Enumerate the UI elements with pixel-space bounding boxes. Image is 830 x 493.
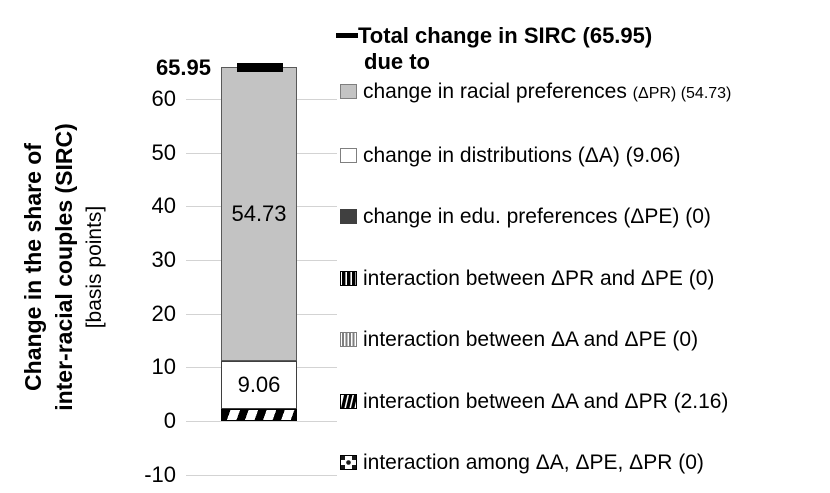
legend-item-edu-preferences: change in edu. preferences (ΔPE) (0) bbox=[0, 204, 830, 230]
total-change-marker bbox=[237, 63, 283, 72]
a-value-label: 9.06 bbox=[237, 372, 281, 397]
legend-item-label: interaction among ΔA, ΔPE, ΔPR (0) bbox=[363, 451, 704, 474]
legend-item-distributions: change in distributions (ΔA) (9.06) bbox=[0, 143, 830, 169]
legend-item-label: interaction between ΔA and ΔPR (2.16) bbox=[363, 390, 729, 413]
darkgray-square-icon bbox=[340, 209, 357, 224]
total-line-legend-key bbox=[336, 33, 358, 38]
tick-label-40: 40 bbox=[151, 193, 176, 218]
bar-segment-distributions bbox=[221, 361, 297, 409]
vertical-black-stripes-icon bbox=[340, 271, 357, 286]
legend-item-racial-preferences: change in racial preferences (ΔPR) (54.7… bbox=[0, 79, 830, 105]
bar-segment-racial-preferences bbox=[221, 67, 297, 361]
tick-label-30: 30 bbox=[151, 247, 176, 272]
legend-item-label: interaction between ΔA and ΔPE (0) bbox=[363, 328, 699, 351]
legend-title-line2: due to bbox=[364, 49, 430, 74]
legend-item-interaction-a-pr: interaction between ΔA and ΔPR (2.16) bbox=[0, 389, 830, 415]
legend-item-label: change in racial preferences (ΔPR) (54.7… bbox=[363, 80, 732, 103]
legend-title-line1: Total change in SIRC (65.95) bbox=[358, 23, 653, 48]
tick-label-0: 0 bbox=[163, 408, 176, 433]
tick-label-60: 60 bbox=[151, 86, 176, 111]
pr-value-label: 54.73 bbox=[231, 201, 287, 226]
gridline-neg10 bbox=[186, 475, 337, 476]
tick-label-20: 20 bbox=[151, 301, 176, 326]
legend-item-label: change in edu. preferences (ΔPE) (0) bbox=[363, 205, 711, 228]
diagonal-black-stripes-icon bbox=[340, 394, 357, 409]
legend-item-interaction-a-pe: interaction between ΔA and ΔPE (0) bbox=[0, 327, 830, 353]
vertical-gray-stripes-icon bbox=[340, 332, 357, 347]
white-square-icon bbox=[340, 148, 357, 163]
tick-label-10: 10 bbox=[151, 354, 176, 379]
tick-label-neg10: -10 bbox=[144, 462, 176, 487]
lightgray-square-icon bbox=[340, 84, 357, 99]
gridline-0 bbox=[186, 421, 337, 422]
bar-segment-interaction-a-pr bbox=[221, 409, 297, 421]
dice-dots-icon bbox=[340, 455, 357, 470]
total-value-label: 65.95 bbox=[155, 55, 211, 80]
tick-label-50: 50 bbox=[151, 140, 176, 165]
legend-item-interaction-pr-pe: interaction between ΔPR and ΔPE (0) bbox=[0, 266, 830, 292]
legend-item-label: interaction between ΔPR and ΔPE (0) bbox=[363, 267, 715, 290]
legend-item-interaction-a-pe-pr: interaction among ΔA, ΔPE, ΔPR (0) bbox=[0, 450, 830, 476]
legend-item-label: change in distributions (ΔA) (9.06) bbox=[363, 144, 681, 167]
